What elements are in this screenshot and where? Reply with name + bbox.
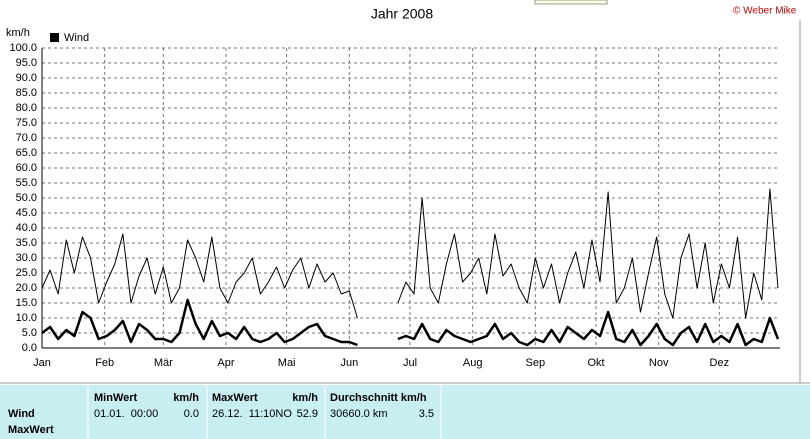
col-unit: km/h xyxy=(292,392,318,404)
y-tick-label: 65.0 xyxy=(16,147,37,159)
y-tick-label: 90.0 xyxy=(16,72,37,84)
x-tick-label: Jul xyxy=(403,357,417,369)
y-tick-label: 25.0 xyxy=(16,267,37,279)
y-tick-label: 40.0 xyxy=(16,222,37,234)
y-tick-label: 30.0 xyxy=(16,252,37,264)
stats-panel xyxy=(0,385,810,439)
legend-swatch xyxy=(50,33,59,42)
copyright: © Weber Mike xyxy=(733,6,797,17)
y-tick-label: 60.0 xyxy=(16,162,37,174)
y-tick-label: 45.0 xyxy=(16,207,37,219)
y-tick-label: 75.0 xyxy=(16,117,37,129)
legend-label: Wind xyxy=(64,32,89,44)
col-title: MinWert xyxy=(94,392,138,404)
y-tick-label: 35.0 xyxy=(16,237,37,249)
y-tick-label: 95.0 xyxy=(16,57,37,69)
y-tick-label: 15.0 xyxy=(16,297,37,309)
y-axis-label: km/h xyxy=(6,27,30,39)
series-line xyxy=(41,188,779,319)
cell: 0.0 xyxy=(184,408,199,420)
x-tick-label: Okt xyxy=(587,357,604,369)
cell: 30660.0 km xyxy=(330,408,387,420)
x-tick-label: Mai xyxy=(278,357,296,369)
col-title: MaxWert xyxy=(212,392,258,404)
y-tick-label: 85.0 xyxy=(16,87,37,99)
x-tick-label: Mär xyxy=(154,357,173,369)
x-tick-label: Apr xyxy=(217,357,234,369)
y-tick-label: 5.0 xyxy=(22,327,37,339)
y-tick-label: 100.0 xyxy=(9,42,37,54)
cell: 52.9 xyxy=(297,408,318,420)
x-tick-label: Dez xyxy=(710,357,730,369)
col-unit: km/h xyxy=(173,392,199,404)
x-tick-label: Aug xyxy=(463,357,483,369)
x-tick-label: Jan xyxy=(33,357,51,369)
x-tick-label: Sep xyxy=(526,357,546,369)
row-label: MaxWert xyxy=(8,424,54,436)
y-tick-label: 0.0 xyxy=(22,342,37,354)
x-tick-label: Nov xyxy=(649,357,669,369)
y-tick-label: 20.0 xyxy=(16,282,37,294)
chart-title: Jahr 2008 xyxy=(371,6,433,22)
y-tick-label: 70.0 xyxy=(16,132,37,144)
y-tick-label: 80.0 xyxy=(16,102,37,114)
cell: 3.5 xyxy=(419,408,434,420)
y-tick-label: 55.0 xyxy=(16,177,37,189)
x-tick-label: Feb xyxy=(95,357,114,369)
x-tick-label: Jun xyxy=(340,357,358,369)
col-title: Durchschnitt km/h xyxy=(330,392,427,404)
y-tick-label: 50.0 xyxy=(16,192,37,204)
series-line xyxy=(41,298,780,347)
row-label: Wind xyxy=(8,408,35,420)
cell: 01.01. 00:00 xyxy=(94,408,158,420)
y-tick-label: 10.0 xyxy=(16,312,37,324)
top-box xyxy=(534,0,608,5)
cell: 26.12. 11:10NO xyxy=(212,408,292,420)
